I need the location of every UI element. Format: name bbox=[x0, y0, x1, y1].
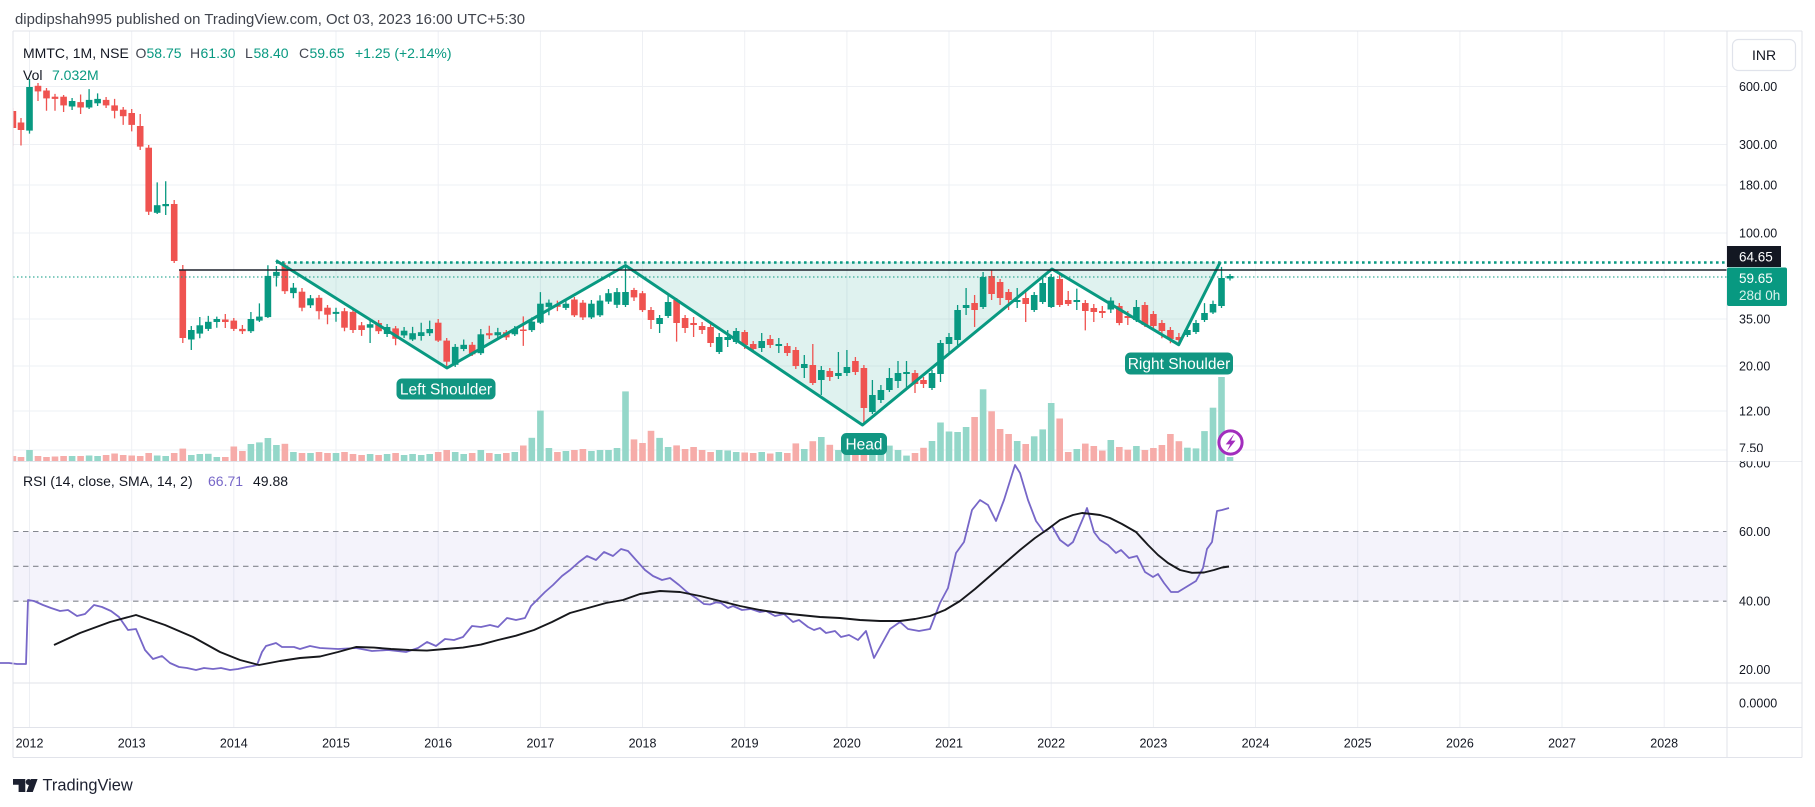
svg-text:2024: 2024 bbox=[1242, 737, 1270, 751]
svg-text:Left Shoulder: Left Shoulder bbox=[400, 381, 492, 398]
svg-text:180.00: 180.00 bbox=[1739, 178, 1777, 192]
svg-text:MMTC, 1M, NSE: MMTC, 1M, NSE bbox=[23, 45, 129, 61]
svg-text:100.00: 100.00 bbox=[1739, 226, 1777, 240]
svg-text:49.88: 49.88 bbox=[253, 473, 288, 489]
svg-text:64.65: 64.65 bbox=[1739, 250, 1773, 265]
svg-text:2018: 2018 bbox=[629, 737, 657, 751]
svg-text:0.0000: 0.0000 bbox=[1739, 696, 1777, 710]
svg-text:300.00: 300.00 bbox=[1739, 138, 1777, 152]
svg-text:INR: INR bbox=[1752, 47, 1776, 63]
svg-text:20.00: 20.00 bbox=[1739, 663, 1770, 677]
svg-text:35.00: 35.00 bbox=[1739, 312, 1770, 326]
svg-text:2015: 2015 bbox=[322, 737, 350, 751]
svg-text:2026: 2026 bbox=[1446, 737, 1474, 751]
svg-text:2019: 2019 bbox=[731, 737, 759, 751]
svg-text:58.40: 58.40 bbox=[254, 45, 289, 61]
svg-text:59.65: 59.65 bbox=[310, 45, 345, 61]
svg-text:61.30: 61.30 bbox=[201, 45, 236, 61]
svg-text:2027: 2027 bbox=[1548, 737, 1576, 751]
svg-text:L: L bbox=[245, 45, 253, 61]
svg-text:600.00: 600.00 bbox=[1739, 80, 1777, 94]
svg-text:O: O bbox=[136, 45, 147, 61]
svg-text:7.50: 7.50 bbox=[1739, 441, 1763, 455]
svg-text:2022: 2022 bbox=[1037, 737, 1065, 751]
svg-text:2016: 2016 bbox=[424, 737, 452, 751]
svg-text:20.00: 20.00 bbox=[1739, 359, 1770, 373]
svg-text:C: C bbox=[299, 45, 309, 61]
svg-text:+1.25 (+2.14%): +1.25 (+2.14%) bbox=[355, 45, 452, 61]
svg-text:66.71: 66.71 bbox=[208, 473, 243, 489]
svg-text:2028: 2028 bbox=[1650, 737, 1678, 751]
svg-text:2025: 2025 bbox=[1344, 737, 1372, 751]
svg-text:28d 0h: 28d 0h bbox=[1739, 288, 1780, 303]
svg-text:2013: 2013 bbox=[118, 737, 146, 751]
svg-text:2023: 2023 bbox=[1139, 737, 1167, 751]
svg-text:dipdipshah995 published on Tra: dipdipshah995 published on TradingView.c… bbox=[15, 12, 525, 28]
svg-text:2017: 2017 bbox=[526, 737, 554, 751]
svg-text:RSI (14, close, SMA, 14, 2): RSI (14, close, SMA, 14, 2) bbox=[23, 473, 193, 489]
svg-text:2021: 2021 bbox=[935, 737, 963, 751]
svg-text:H: H bbox=[190, 45, 200, 61]
svg-text:2020: 2020 bbox=[833, 737, 861, 751]
svg-text:7.032M: 7.032M bbox=[52, 67, 99, 83]
svg-text:2014: 2014 bbox=[220, 737, 248, 751]
svg-text:60.00: 60.00 bbox=[1739, 525, 1770, 539]
svg-text:Right Shoulder: Right Shoulder bbox=[1128, 356, 1231, 373]
svg-text:Vol: Vol bbox=[23, 67, 42, 83]
svg-text:2012: 2012 bbox=[16, 737, 44, 751]
svg-text:Head: Head bbox=[845, 436, 882, 453]
svg-text:40.00: 40.00 bbox=[1739, 594, 1770, 608]
svg-text:59.65: 59.65 bbox=[1739, 271, 1773, 286]
svg-text:TradingView: TradingView bbox=[43, 777, 133, 795]
svg-text:58.75: 58.75 bbox=[147, 45, 182, 61]
svg-text:12.00: 12.00 bbox=[1739, 404, 1770, 418]
